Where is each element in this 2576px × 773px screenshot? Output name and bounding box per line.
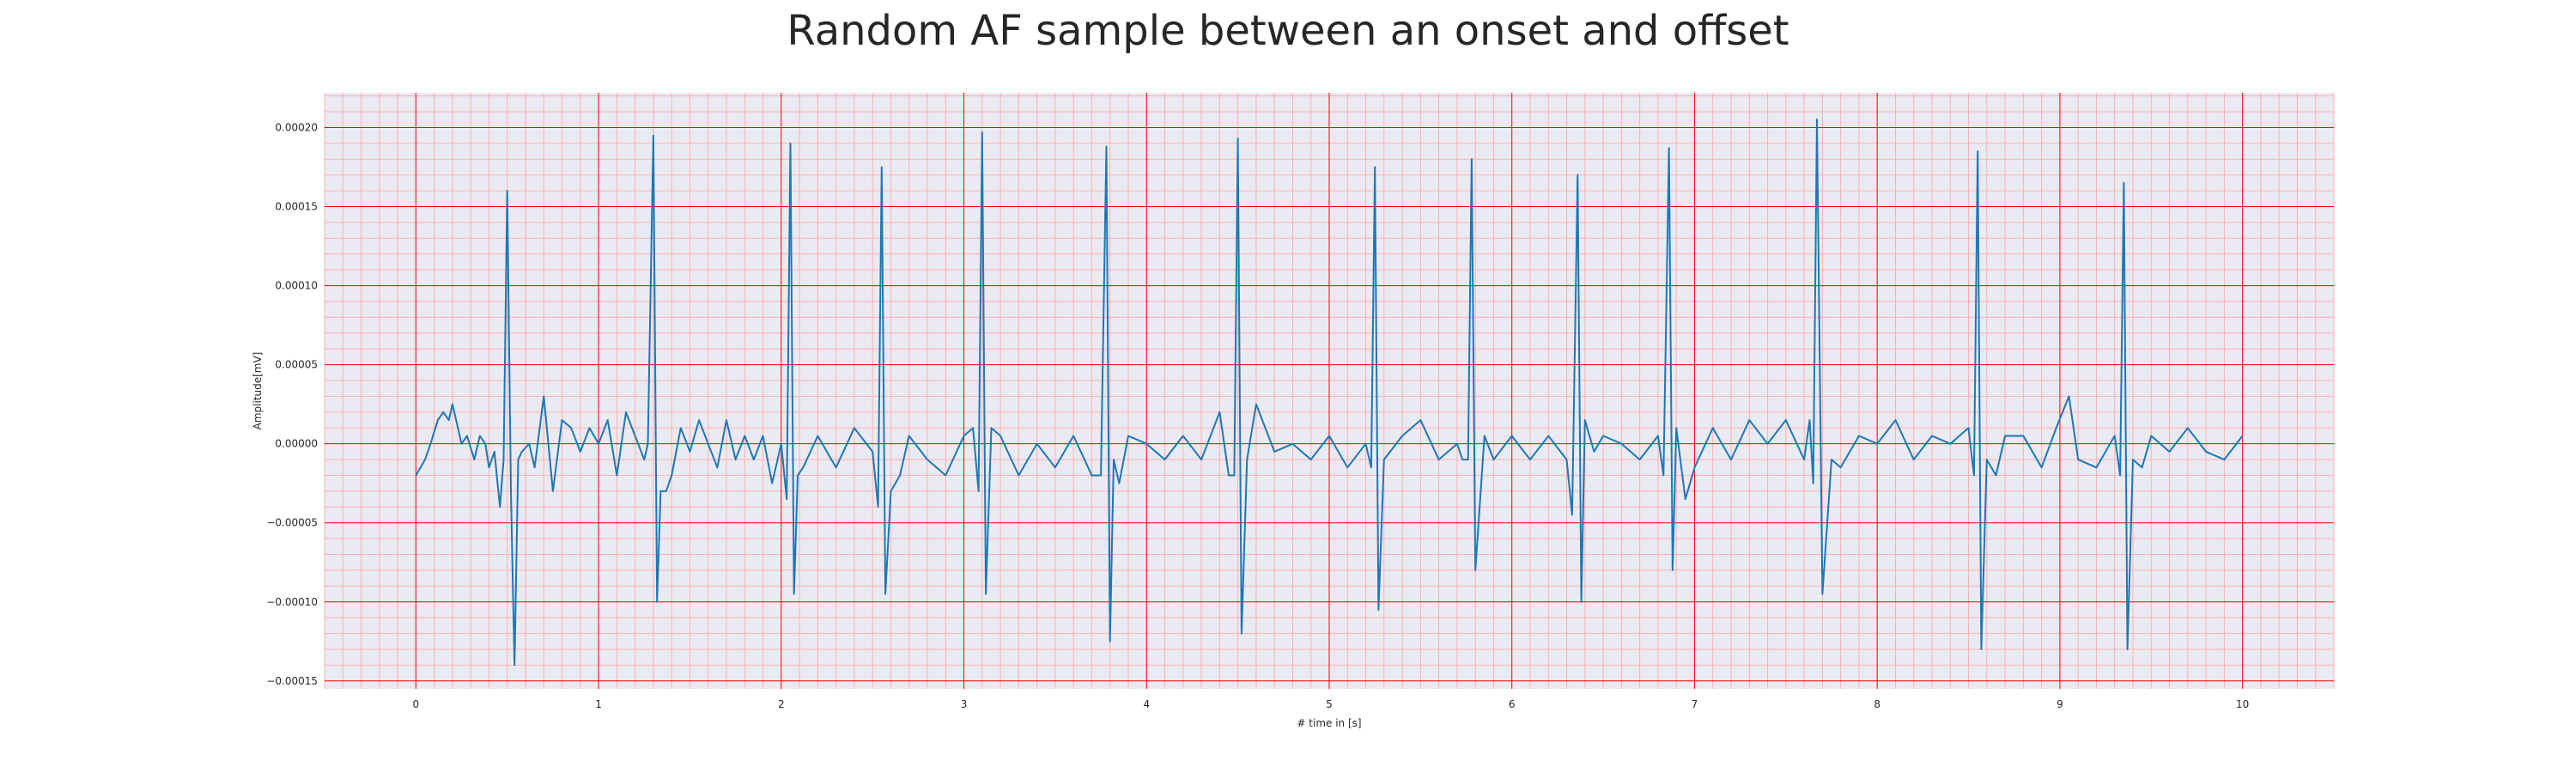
x-axis-label: # time in [s] xyxy=(1297,717,1361,729)
x-tick-label: 7 xyxy=(1692,698,1698,710)
y-axis-label: Amplitude[mV] xyxy=(252,352,264,430)
major-grid xyxy=(325,93,2334,689)
y-tick-label: −0.00005 xyxy=(266,517,318,529)
x-tick-label: 5 xyxy=(1326,698,1333,710)
x-tick-label: 3 xyxy=(961,698,968,710)
y-tick-label: 0.00000 xyxy=(275,438,318,450)
x-tick-label: 10 xyxy=(2236,698,2249,710)
y-tick-label: 0.00005 xyxy=(275,359,318,371)
chart-title: Random AF sample between an onset and of… xyxy=(787,7,1789,55)
series-line-0 xyxy=(415,119,2244,666)
y-tick-label: 0.00010 xyxy=(275,280,318,292)
x-tick-label: 4 xyxy=(1143,698,1150,710)
x-axis-ticks: 0 1 2 3 4 5 6 7 8 9 10 xyxy=(413,698,2250,710)
y-axis-ticks: −0.00015 −0.00010 −0.00005 0.00000 0.00005 0.… xyxy=(266,121,318,686)
y-tick-label: −0.00010 xyxy=(266,596,318,608)
x-tick-label: 9 xyxy=(2057,698,2063,710)
x-tick-label: 2 xyxy=(778,698,785,710)
y-tick-label: 0.00015 xyxy=(275,201,318,213)
x-tick-label: 6 xyxy=(1509,698,1516,710)
x-tick-label: 8 xyxy=(1874,698,1880,710)
y-tick-label: −0.00015 xyxy=(266,675,318,687)
series-layer xyxy=(415,119,2244,666)
x-tick-label: 1 xyxy=(595,698,602,710)
x-tick-label: 0 xyxy=(413,698,420,710)
y-tick-label: 0.00020 xyxy=(275,121,318,133)
